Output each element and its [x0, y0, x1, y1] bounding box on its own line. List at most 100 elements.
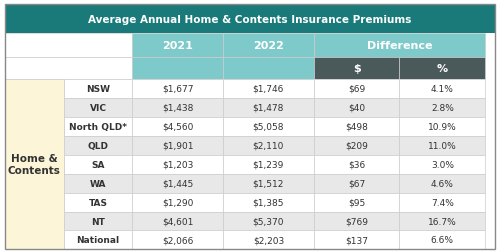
Text: $1,512: $1,512: [252, 179, 284, 188]
Bar: [5, 98, 64, 117]
Bar: [223, 58, 314, 79]
Bar: [314, 58, 400, 79]
Bar: [314, 136, 400, 155]
Bar: [64, 155, 132, 174]
Bar: [223, 212, 314, 231]
Text: $36: $36: [348, 160, 365, 169]
Bar: [5, 193, 64, 212]
Bar: [132, 193, 223, 212]
Text: $40: $40: [348, 103, 365, 112]
Bar: [5, 212, 64, 231]
Text: SA: SA: [92, 160, 105, 169]
Text: $1,290: $1,290: [162, 198, 194, 207]
Text: VIC: VIC: [90, 103, 106, 112]
Text: 11.0%: 11.0%: [428, 141, 456, 150]
Bar: [5, 136, 64, 155]
Bar: [64, 193, 132, 212]
Text: $5,058: $5,058: [252, 122, 284, 131]
Text: WA: WA: [90, 179, 106, 188]
Bar: [5, 58, 132, 79]
Text: $95: $95: [348, 198, 365, 207]
Text: 4.6%: 4.6%: [431, 179, 454, 188]
Bar: [223, 193, 314, 212]
Text: $67: $67: [348, 179, 365, 188]
Text: $4,601: $4,601: [162, 217, 194, 226]
Text: $137: $137: [345, 236, 368, 244]
Text: 2.8%: 2.8%: [431, 103, 454, 112]
Bar: [400, 193, 485, 212]
Bar: [5, 231, 64, 249]
Bar: [132, 136, 223, 155]
Bar: [400, 212, 485, 231]
Bar: [64, 174, 132, 193]
Bar: [314, 212, 400, 231]
Text: Home &
Contents: Home & Contents: [8, 154, 61, 175]
Text: $2,110: $2,110: [252, 141, 284, 150]
Bar: [5, 174, 64, 193]
Text: 3.0%: 3.0%: [431, 160, 454, 169]
Text: $1,438: $1,438: [162, 103, 194, 112]
Text: $69: $69: [348, 84, 365, 93]
Bar: [400, 155, 485, 174]
Bar: [132, 174, 223, 193]
Text: 16.7%: 16.7%: [428, 217, 456, 226]
Bar: [132, 117, 223, 136]
Bar: [223, 136, 314, 155]
Bar: [64, 212, 132, 231]
Bar: [400, 117, 485, 136]
Text: $1,445: $1,445: [162, 179, 194, 188]
Text: $769: $769: [345, 217, 368, 226]
Text: 2021: 2021: [162, 41, 193, 51]
Bar: [314, 34, 485, 58]
Text: $1,677: $1,677: [162, 84, 194, 93]
Text: $: $: [352, 64, 360, 74]
Bar: [64, 136, 132, 155]
Bar: [5, 79, 64, 98]
Text: $5,370: $5,370: [252, 217, 284, 226]
Bar: [314, 117, 400, 136]
Text: $209: $209: [345, 141, 368, 150]
Bar: [5, 5, 495, 34]
Bar: [223, 174, 314, 193]
Text: $498: $498: [345, 122, 368, 131]
Text: Difference: Difference: [366, 41, 432, 51]
Bar: [132, 79, 223, 98]
Bar: [5, 34, 132, 58]
Text: $1,478: $1,478: [252, 103, 284, 112]
Bar: [314, 174, 400, 193]
Text: Average Annual Home & Contents Insurance Premiums: Average Annual Home & Contents Insurance…: [88, 15, 411, 24]
Text: QLD: QLD: [88, 141, 108, 150]
Text: 6.6%: 6.6%: [431, 236, 454, 244]
Text: $1,203: $1,203: [162, 160, 194, 169]
Text: NT: NT: [91, 217, 105, 226]
Text: North QLD*: North QLD*: [69, 122, 127, 131]
Text: National: National: [76, 236, 120, 244]
Text: 10.9%: 10.9%: [428, 122, 456, 131]
Text: $2,203: $2,203: [253, 236, 284, 244]
Bar: [64, 79, 132, 98]
Text: $1,746: $1,746: [252, 84, 284, 93]
Text: $2,066: $2,066: [162, 236, 194, 244]
Bar: [314, 79, 400, 98]
Bar: [64, 98, 132, 117]
Bar: [223, 98, 314, 117]
Bar: [400, 79, 485, 98]
Text: $1,385: $1,385: [252, 198, 284, 207]
Text: $1,239: $1,239: [252, 160, 284, 169]
Bar: [132, 231, 223, 249]
Bar: [223, 155, 314, 174]
Bar: [223, 34, 314, 58]
Bar: [314, 98, 400, 117]
Bar: [64, 117, 132, 136]
Bar: [400, 98, 485, 117]
Bar: [223, 79, 314, 98]
Text: $4,560: $4,560: [162, 122, 194, 131]
Bar: [400, 174, 485, 193]
Bar: [314, 193, 400, 212]
Text: $1,901: $1,901: [162, 141, 194, 150]
Bar: [132, 58, 223, 79]
Text: 7.4%: 7.4%: [431, 198, 454, 207]
Bar: [132, 34, 223, 58]
Bar: [223, 117, 314, 136]
Bar: [400, 58, 485, 79]
